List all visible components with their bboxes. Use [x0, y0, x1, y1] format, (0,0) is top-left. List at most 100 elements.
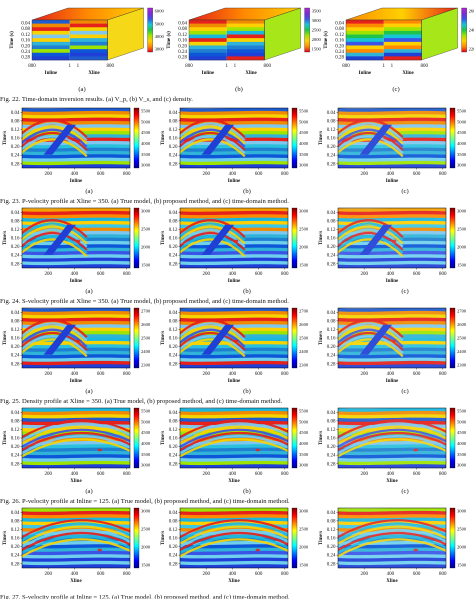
y-tick-label: 0.04: [11, 511, 20, 516]
colorbar: [449, 407, 456, 469]
y-axis-label: Time (s): [10, 31, 15, 49]
section-panel-b: 0.04 0.08 0.12 0.16 0.20 0.24 0.28 Time/s 200 400…: [158, 204, 316, 288]
y-tick-label: 0.12: [169, 528, 178, 533]
cube-layer: [346, 38, 384, 43]
x-tick-label: 400: [229, 472, 237, 477]
subfigure-label-b: (b): [243, 188, 251, 195]
colorbar-tick-label: 2400: [457, 349, 467, 354]
y-tick-label: 0.04: [327, 111, 336, 116]
y-tick-label: 0.20: [11, 345, 20, 350]
cube-layer: [32, 38, 70, 43]
colorbar-tick-label: 2700: [299, 309, 309, 314]
section-plot: 0.04 0.08 0.12 0.16 0.20 0.24 0.28 Time/s 200 400…: [161, 207, 309, 284]
section-image: [22, 408, 130, 468]
section-plot: 0.04 0.08 0.12 0.16 0.20 0.24 0.28 Time/s 200 400…: [3, 307, 151, 384]
y-tick-label: 0.12: [169, 228, 178, 233]
subfigure-label-c: (c): [401, 288, 409, 295]
y-tick-label: 0.16: [327, 337, 336, 342]
section-image: [180, 508, 288, 568]
colorbar-tick-label: 4500: [299, 130, 309, 135]
x-tick-label: 400: [71, 572, 79, 577]
y-axis-label: Time (s): [167, 31, 172, 49]
y-tick-label: 0.08: [327, 319, 336, 324]
y-tick-label: 0.08: [21, 27, 30, 32]
colorbar-tick-label: 2000: [141, 545, 151, 550]
colorbar: [449, 207, 456, 269]
cube-layer: [383, 52, 422, 57]
x-tick-label: 800: [123, 272, 131, 277]
colorbar-tick-label: 3000: [155, 47, 165, 52]
colorbar-tick-label: 2600: [469, 9, 474, 14]
y-tick-label: 0.04: [169, 511, 178, 516]
y-tick-label: 0.28: [11, 162, 20, 167]
y-tick-label: 0.04: [21, 21, 30, 26]
cube-layer: [189, 20, 227, 24]
cube-layer: [189, 34, 227, 39]
subfigure-label-b: (b): [243, 388, 251, 395]
section-plot: 0.04 0.08 0.12 0.16 0.20 0.24 0.28 Time/s 200 400…: [3, 407, 151, 484]
y-tick-label: 0.12: [169, 328, 178, 333]
y-tick-label: 0.16: [11, 337, 20, 342]
y-axis-label: Time/s: [319, 431, 324, 445]
section-panel-c: 0.04 0.08 0.12 0.16 0.20 0.24 0.28 Time/s 200 400…: [316, 304, 474, 388]
cube-layer: [69, 41, 108, 46]
section-image: [338, 108, 446, 168]
cube-layer: [226, 30, 265, 35]
y-tick-label: 0.04: [11, 211, 20, 216]
section-panel-c: 0.04 0.08 0.12 0.16 0.20 0.24 0.28 Time/s 200 400…: [316, 204, 474, 288]
colorbar-tick-label: 2500: [141, 227, 151, 232]
cube-layer: [383, 56, 422, 61]
y-tick-label: 0.04: [169, 311, 178, 316]
x-tick-label: 800: [439, 372, 447, 377]
y-tick-label: 0.04: [169, 411, 178, 416]
cube-layer: [189, 49, 227, 54]
y-tick-label: 0.16: [178, 39, 187, 44]
x-tick-label: 200: [360, 472, 368, 477]
y-tick-label: 0.04: [169, 111, 178, 116]
y-tick-label: 0.20: [169, 245, 178, 250]
cube-layer: [32, 49, 70, 54]
cube-layer: [383, 38, 422, 43]
colorbar-tick-label: 2500: [299, 336, 309, 341]
y-tick-label: 0.12: [11, 528, 20, 533]
y-axis-label: Time/s: [161, 131, 166, 145]
colorbar: [449, 507, 456, 569]
x-tick-label: 800: [123, 172, 131, 177]
colorbar-tick-label: 3000: [312, 18, 322, 23]
colorbar-tick-label: 6000: [155, 9, 165, 14]
y-tick-label: 0.12: [327, 228, 336, 233]
y-tick-label: 0.08: [169, 119, 178, 124]
colorbar-tick-label: 1500: [457, 563, 467, 568]
x-tick-label: 400: [387, 472, 395, 477]
y-tick-label: 0.16: [11, 537, 20, 542]
x-tick-label: 200: [44, 272, 52, 277]
colorbar-tick-label: 4000: [299, 441, 309, 446]
y-tick-label: 0.24: [327, 454, 336, 459]
x-tick-label: 600: [255, 172, 263, 177]
x-tick-label: 1: [383, 64, 386, 69]
y-tick-label: 0.20: [178, 44, 187, 49]
colorbar-tick-label: 5500: [457, 409, 467, 414]
cube-layer: [346, 49, 384, 54]
x-axis-label: Inline: [70, 279, 83, 284]
x-tick-label: 200: [360, 572, 368, 577]
x-tick-label: 1: [77, 64, 80, 69]
colorbar: [461, 7, 467, 53]
colorbar-tick-label: 3500: [312, 9, 322, 14]
section-panel-a: 0.04 0.08 0.12 0.16 0.20 0.24 0.28 Time/s 200 400…: [0, 104, 158, 188]
y-tick-label: 0.24: [178, 50, 187, 55]
section-image: [180, 308, 288, 368]
section-image: [180, 208, 288, 268]
x-tick-label: 400: [387, 172, 395, 177]
y-tick-label: 0.08: [327, 419, 336, 424]
section-plot: 0.04 0.08 0.12 0.16 0.20 0.24 0.28 Time/s 200 400…: [3, 507, 151, 584]
x-tick-label: 800: [421, 64, 429, 69]
y-tick-label: 0.16: [327, 137, 336, 142]
cube-layer: [383, 23, 422, 28]
y-tick-label: 0.16: [169, 437, 178, 442]
cube-layer: [226, 52, 265, 57]
y-tick-label: 0.20: [11, 245, 20, 250]
cube-plot-b: 0.040.080.120.160.200.240.28 Time (s) 800 1…: [167, 7, 321, 76]
subfigure-label-a: (a): [85, 188, 93, 195]
colorbar-tick-label: 2700: [457, 309, 467, 314]
